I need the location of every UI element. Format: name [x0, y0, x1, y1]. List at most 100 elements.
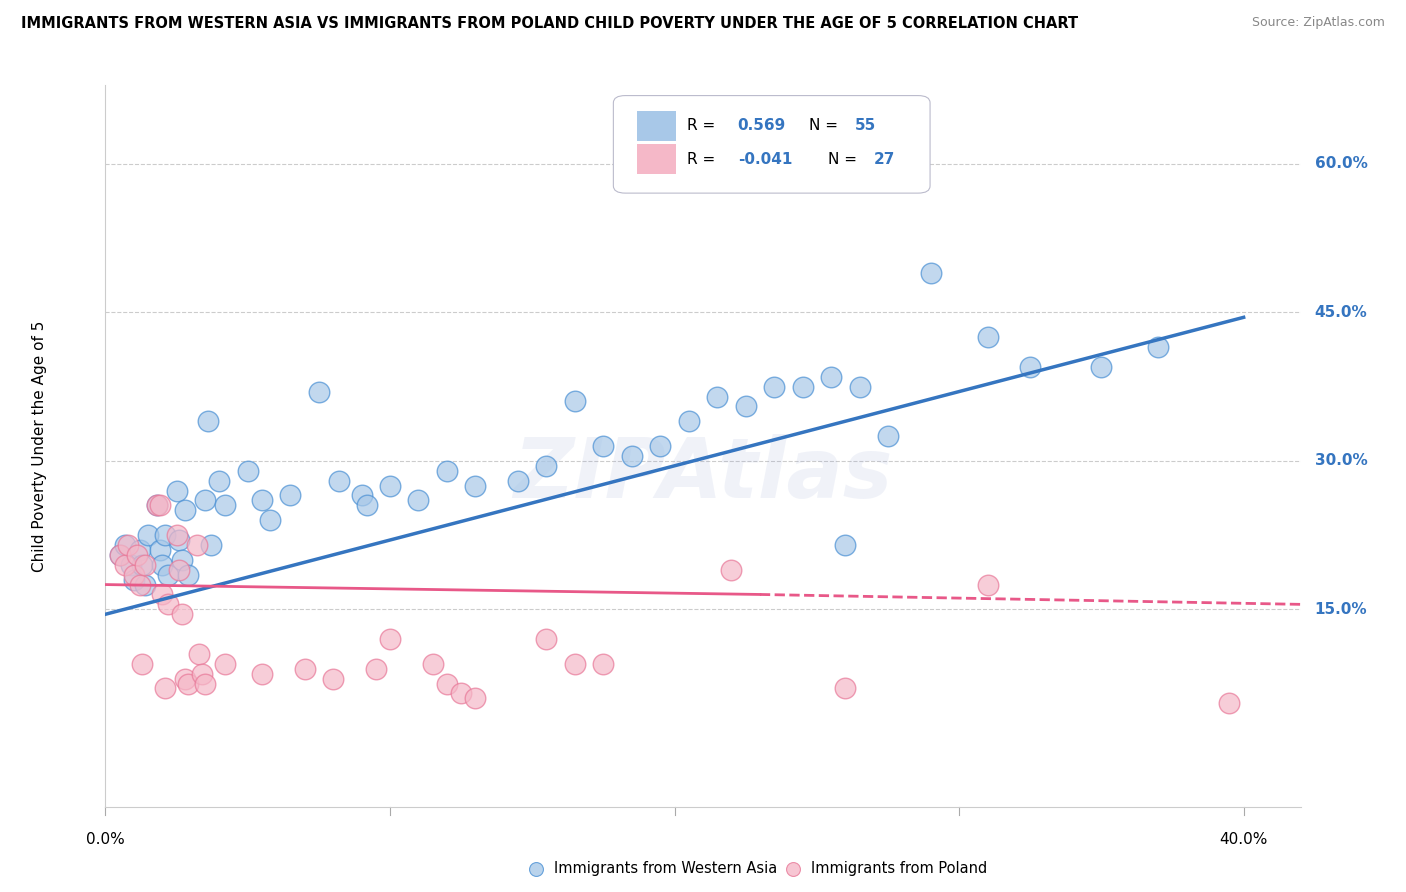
Point [214, 499, 236, 513]
Point [378, 632, 401, 646]
Point [976, 330, 998, 344]
Point [464, 478, 486, 492]
Point [706, 390, 728, 404]
Point [1147, 340, 1170, 354]
Point [422, 657, 444, 671]
Text: 27: 27 [875, 152, 896, 167]
Bar [637, 111, 675, 141]
Point [536, 632, 558, 646]
Point [734, 400, 756, 414]
Point [308, 384, 330, 399]
Point [155, 681, 177, 696]
Point [169, 563, 191, 577]
Point [131, 558, 153, 572]
Point [506, 474, 529, 488]
Point [177, 567, 200, 582]
Point [166, 528, 188, 542]
Point [172, 607, 194, 622]
Point [174, 672, 197, 686]
Point [169, 533, 191, 547]
Point [328, 474, 350, 488]
Point [834, 681, 856, 696]
Point [436, 676, 458, 690]
Point [194, 493, 217, 508]
Point [364, 662, 387, 676]
Point [157, 598, 180, 612]
Point [294, 662, 316, 676]
Text: ZIPAtlas: ZIPAtlas [513, 434, 893, 516]
Text: Child Poverty Under the Age of 5: Child Poverty Under the Age of 5 [32, 320, 48, 572]
Point [848, 379, 870, 393]
Point [157, 567, 180, 582]
Point [117, 538, 139, 552]
Text: 0.0%: 0.0% [86, 832, 125, 847]
Point [128, 577, 150, 591]
Point [564, 657, 586, 671]
Text: -0.041: -0.041 [738, 152, 792, 167]
Point [1019, 359, 1042, 374]
Text: 40.0%: 40.0% [1219, 832, 1268, 847]
Text: Source: ZipAtlas.com: Source: ZipAtlas.com [1251, 16, 1385, 29]
Point [131, 657, 153, 671]
Point [145, 499, 167, 513]
Point [356, 499, 378, 513]
Point [191, 666, 214, 681]
Point [280, 488, 302, 502]
Point [155, 528, 177, 542]
Point [125, 548, 148, 562]
Point [464, 691, 486, 706]
Point [208, 474, 231, 488]
Point [976, 577, 998, 591]
Text: 30.0%: 30.0% [1315, 453, 1368, 468]
Point [1218, 696, 1240, 710]
Point [620, 449, 643, 463]
Point [259, 513, 281, 527]
Text: 55: 55 [855, 119, 876, 134]
Point [408, 493, 430, 508]
Point [177, 676, 200, 690]
Point [134, 577, 156, 591]
Point [920, 266, 942, 280]
Point [150, 558, 173, 572]
Point [128, 543, 150, 558]
Text: N =: N = [828, 152, 858, 167]
Point [114, 558, 136, 572]
Point [564, 394, 586, 409]
Point [678, 414, 700, 428]
Point [792, 379, 814, 393]
Point [436, 464, 458, 478]
Point [172, 553, 194, 567]
Point [536, 458, 558, 473]
Point [145, 499, 167, 513]
Text: 45.0%: 45.0% [1315, 305, 1368, 320]
Point [592, 439, 614, 453]
Point [108, 548, 131, 562]
Point [250, 493, 273, 508]
Point [236, 464, 259, 478]
Point [114, 538, 136, 552]
Point [834, 538, 856, 552]
Point [214, 657, 236, 671]
Point [148, 499, 170, 513]
Point [378, 478, 401, 492]
Text: R =: R = [688, 152, 716, 167]
Point [592, 657, 614, 671]
Point [134, 558, 156, 572]
Point [194, 676, 217, 690]
Point [820, 369, 842, 384]
Point [186, 538, 208, 552]
Point [350, 488, 373, 502]
Point [250, 666, 273, 681]
Text: IMMIGRANTS FROM WESTERN ASIA VS IMMIGRANTS FROM POLAND CHILD POVERTY UNDER THE A: IMMIGRANTS FROM WESTERN ASIA VS IMMIGRAN… [21, 16, 1078, 31]
Point [1090, 359, 1112, 374]
Point [148, 543, 170, 558]
Text: N =: N = [810, 119, 838, 134]
Point [150, 587, 173, 601]
Point [136, 528, 159, 542]
Bar [637, 144, 675, 174]
Text: Immigrants from Poland: Immigrants from Poland [810, 861, 987, 876]
Point [200, 538, 222, 552]
Point [166, 483, 188, 498]
Point [322, 672, 344, 686]
FancyBboxPatch shape [613, 95, 931, 194]
